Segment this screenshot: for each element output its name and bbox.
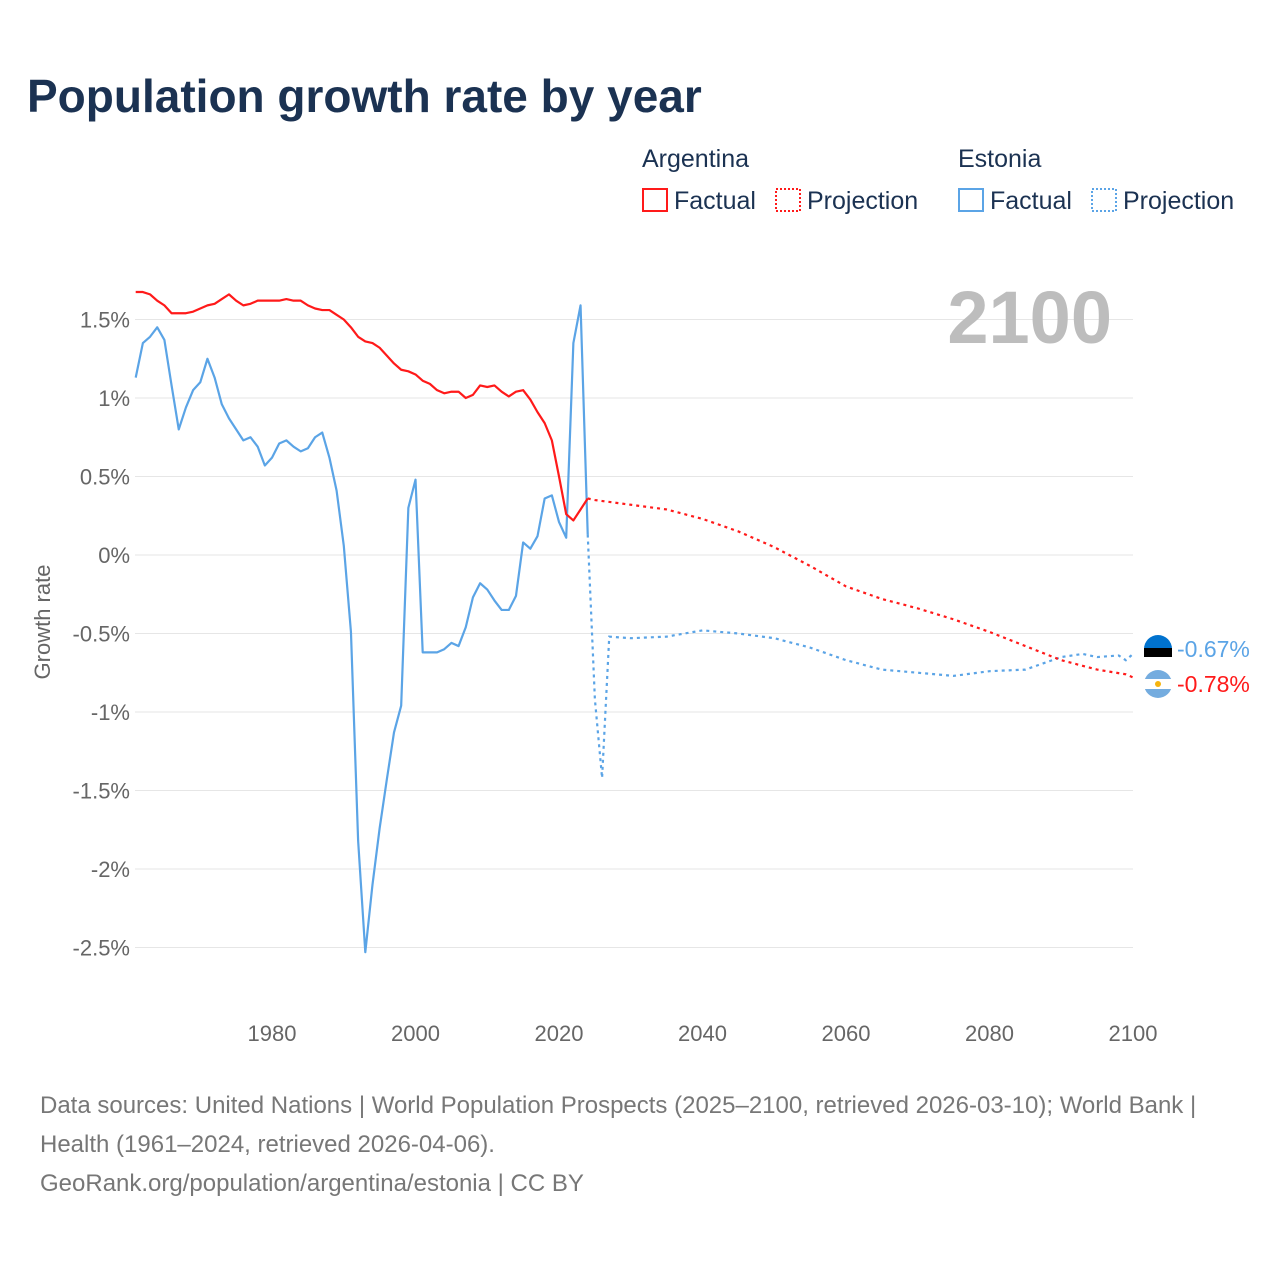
legend-country: Estonia <box>958 145 1041 173</box>
y-tick-label: -2% <box>91 857 130 882</box>
x-tick-label: 2100 <box>1109 1021 1158 1046</box>
argentina-projection-line <box>587 497 1134 679</box>
argentina-factual-line <box>135 290 589 522</box>
x-tick-label: 2080 <box>965 1021 1014 1046</box>
y-tick-label: -2.5% <box>73 936 130 961</box>
footer: Data sources: United Nations | World Pop… <box>40 1086 1240 1203</box>
legend-factual-swatch <box>642 188 668 212</box>
y-tick-label: -1.5% <box>73 779 130 804</box>
current-year-label: 2100 <box>947 276 1112 359</box>
argentina-flag-sun <box>1155 681 1161 687</box>
legend-projection-swatch <box>775 188 801 212</box>
argentina-end-label: -0.78% <box>1177 671 1250 697</box>
data-sources: Data sources: United Nations | World Pop… <box>40 1092 1197 1158</box>
estonia-end-label: -0.67% <box>1177 636 1250 662</box>
y-tick-label: -1% <box>91 700 130 725</box>
x-tick-label: 2000 <box>391 1021 440 1046</box>
x-tick-label: 2040 <box>678 1021 727 1046</box>
x-tick-label: 1980 <box>248 1021 297 1046</box>
y-tick-label: 0% <box>98 543 130 568</box>
legend-factual-swatch <box>958 188 984 212</box>
estonia-flag-white-band <box>1145 657 1171 666</box>
y-tick-label: 1% <box>98 386 130 411</box>
chart-title: Population growth rate by year <box>27 70 702 122</box>
legend-country: Argentina <box>642 145 749 173</box>
legend-projection-label: Projection <box>807 187 918 215</box>
x-tick-label: 2060 <box>822 1021 871 1046</box>
estonia-factual-line <box>134 304 589 954</box>
y-axis-label: Growth rate <box>30 565 55 680</box>
estonia-projection-line <box>586 534 1134 779</box>
y-tick-label: 0.5% <box>80 465 130 490</box>
legend-factual-label: Factual <box>990 187 1072 215</box>
y-tick-label: -0.5% <box>73 622 130 647</box>
source-link[interactable]: GeoRank.org/population/argentina/estonia… <box>40 1170 584 1197</box>
estonia-flag-black-band <box>1144 648 1172 657</box>
legend-projection-label: Projection <box>1123 187 1234 215</box>
legend-projection-swatch <box>1091 188 1117 212</box>
legend-factual-label: Factual <box>674 187 756 215</box>
x-tick-label: 2020 <box>535 1021 584 1046</box>
y-tick-label: 1.5% <box>80 308 130 333</box>
